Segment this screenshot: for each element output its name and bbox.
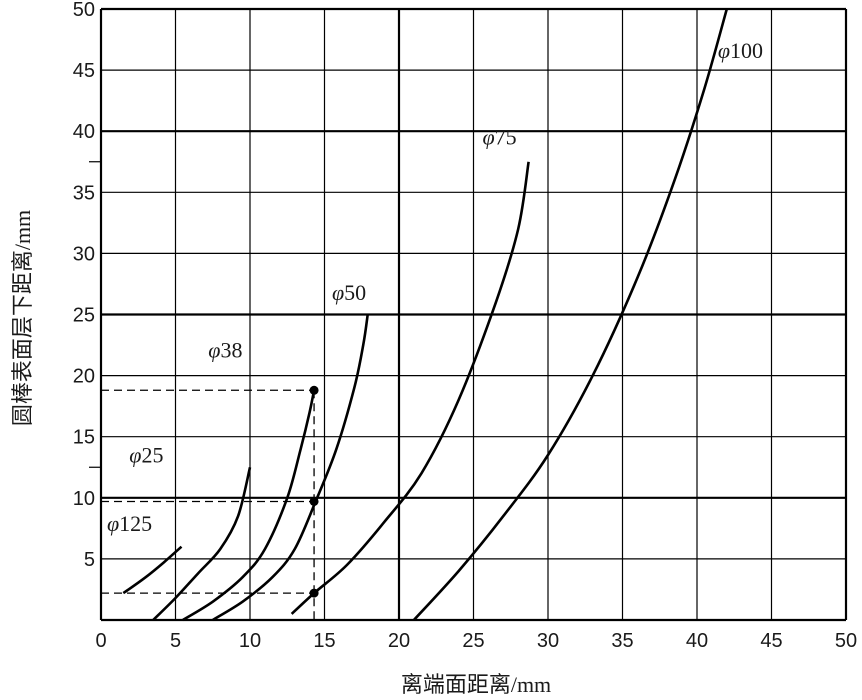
x-tick-label: 20 <box>388 630 410 652</box>
data-point <box>309 496 319 506</box>
y-tick-label: 30 <box>73 243 95 265</box>
x-tick-label: 40 <box>686 630 708 652</box>
y-tick-label: 15 <box>73 427 95 449</box>
markers <box>309 385 319 598</box>
guide-lines <box>101 389 315 620</box>
curve-75 <box>290 161 530 615</box>
data-point <box>309 588 319 598</box>
x-tick-label: 30 <box>537 630 559 652</box>
x-tick-label: 5 <box>170 630 181 652</box>
tick-labels: 0 5 10 15 20 25 30 35 40 45 50 5 10 15 20 25 30 35 40 45 50 <box>73 0 857 652</box>
x-tick-label: 35 <box>611 630 633 652</box>
curve-label-75: φ75 <box>482 125 516 150</box>
curve-label-38: φ38 <box>208 337 242 362</box>
x-tick-label: 10 <box>239 630 261 652</box>
data-point <box>309 385 319 395</box>
curve-100 <box>412 8 729 621</box>
x-tick-label: 25 <box>462 630 484 652</box>
x-tick-label: 0 <box>95 630 106 652</box>
x-tick-label: 45 <box>760 630 782 652</box>
y-tick-label: 5 <box>84 549 95 571</box>
y-tick-label: 10 <box>73 488 95 510</box>
y-tick-label: 35 <box>73 182 95 204</box>
x-tick-label: 15 <box>313 630 335 652</box>
y-tick-label: 50 <box>73 0 95 21</box>
y-tick-label: 20 <box>73 366 95 388</box>
x-axis-label: 离端面距离/mm <box>401 672 551 697</box>
y-tick-label: 25 <box>73 305 95 327</box>
curve-label-100: φ100 <box>718 38 763 63</box>
x-tick-label: 50 <box>835 630 857 652</box>
curve-125 <box>122 545 183 595</box>
curve-label-25: φ25 <box>129 442 163 467</box>
y-tick-label: 40 <box>73 121 95 143</box>
grid <box>89 7 848 622</box>
y-tick-label: 45 <box>73 60 95 82</box>
curve-label-50: φ50 <box>332 280 366 305</box>
curve-labels: φ125 φ25 φ38 φ50 φ75 φ100 <box>107 38 763 536</box>
curve-38 <box>182 390 316 622</box>
curve-label-125: φ125 <box>107 511 152 536</box>
curve-25 <box>152 466 252 621</box>
y-axis-label: 圆棒表面层下距离/mm <box>10 210 35 426</box>
